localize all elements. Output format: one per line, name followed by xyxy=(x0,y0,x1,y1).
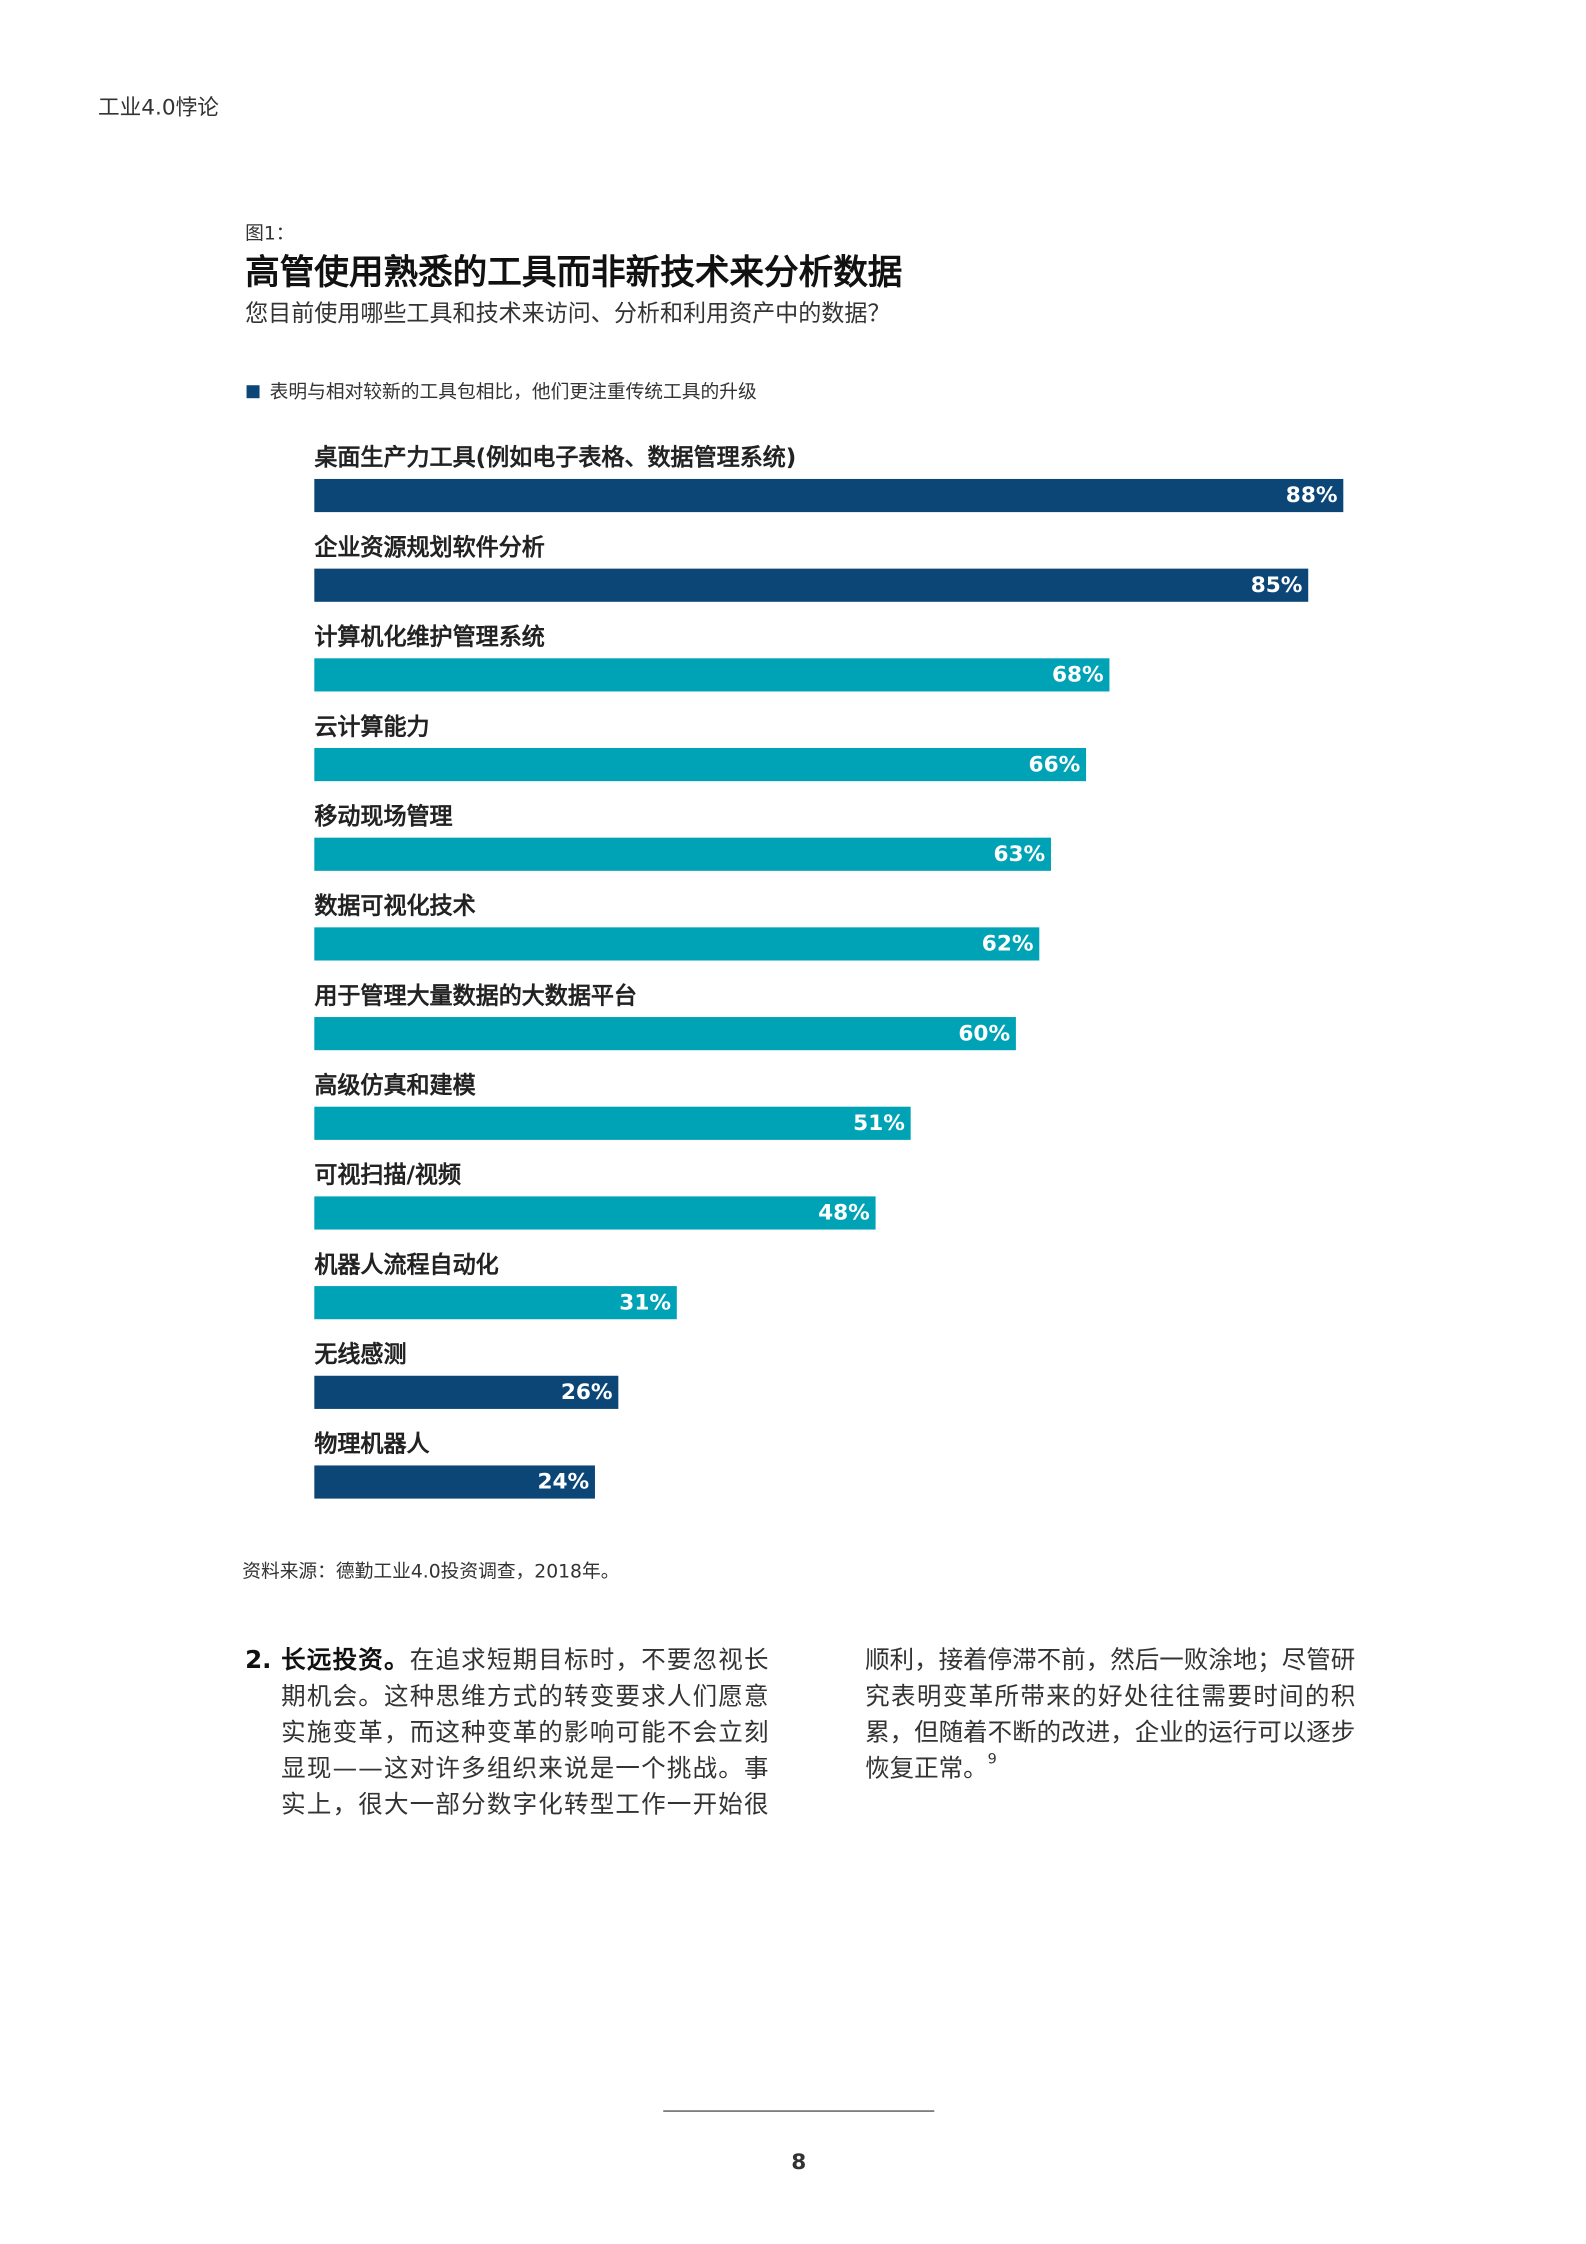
bar-category-label: 云计算能力 xyxy=(314,713,429,740)
bar-category-label: 移动现场管理 xyxy=(314,803,452,830)
text-run: 恢复正常。 xyxy=(865,1753,988,1782)
page-number: 8 xyxy=(791,2150,806,2175)
paragraph-line: 长远投资。在追求短期目标时，不要忽视长 xyxy=(281,1645,768,1674)
bar-value-label: 68% xyxy=(1052,663,1104,688)
source: 资料来源：德勤工业4.0投资调查，2018年。 xyxy=(242,1561,619,1582)
bar-category-label: 桌面生产力工具(例如电子表格、数据管理系统) xyxy=(314,444,796,471)
bar-value-label: 66% xyxy=(1029,752,1081,777)
bar xyxy=(314,1017,1016,1051)
footnote-ref: 9 xyxy=(988,1751,997,1767)
text-run: 在追求短期目标时，不要忽视长 xyxy=(410,1645,769,1674)
paragraph-line: 恢复正常。9 xyxy=(865,1751,997,1782)
bar-chart: 桌面生产力工具(例如电子表格、数据管理系统) 88% 企业资源规划软件分析 85% 计算… xyxy=(313,444,1344,1499)
bar xyxy=(314,658,1110,692)
bar xyxy=(314,927,1040,961)
bar-category-label: 用于管理大量数据的大数据平台 xyxy=(314,982,637,1009)
bar-category-label: 物理机器人 xyxy=(314,1431,430,1458)
chart-title: 高管使用熟悉的工具而非新技术来分析数据 xyxy=(245,253,902,293)
bar-value-label: 63% xyxy=(993,842,1045,867)
bar-value-label: 85% xyxy=(1251,573,1303,598)
legend-swatch xyxy=(246,385,260,399)
bar xyxy=(314,568,1309,602)
bar-category-label: 可视扫描/视频 xyxy=(314,1162,461,1189)
paragraph-line: 显现——这对许多组织来说是一个挑战。事 xyxy=(281,1753,768,1782)
paragraph-line: 实上，很大一部分数字化转型工作一开始很 xyxy=(281,1789,768,1818)
bar-value-label: 31% xyxy=(619,1290,671,1315)
bar xyxy=(314,1286,677,1320)
bar xyxy=(314,747,1087,782)
bar-value-label: 60% xyxy=(958,1021,1010,1046)
bar-category-label: 无线感测 xyxy=(314,1341,406,1368)
figure-label: 图1： xyxy=(245,223,294,244)
bar xyxy=(314,1375,619,1409)
paragraph-line: 究表明变革所带来的好处往往需要时间的积 xyxy=(865,1681,1355,1710)
bar xyxy=(314,1196,876,1230)
bar-category-label: 高级仿真和建模 xyxy=(314,1072,476,1099)
paragraph-line: 累，但随着不断的改进，企业的运行可以逐步 xyxy=(865,1717,1355,1746)
bar-value-label: 51% xyxy=(853,1111,905,1136)
bar-value-label: 24% xyxy=(537,1470,589,1495)
list-number: 2. xyxy=(245,1645,271,1674)
chart-subtitle: 您目前使用哪些工具和技术来访问、分析和利用资产中的数据？ xyxy=(245,301,890,327)
bar-value-label: 62% xyxy=(982,932,1034,957)
bar xyxy=(314,1465,595,1499)
bar-category-label: 计算机化维护管理系统 xyxy=(314,624,544,651)
bar xyxy=(314,1106,911,1140)
bar xyxy=(314,837,1051,871)
legend-text: 表明与相对较新的工具包相比，他们更注重传统工具的升级 xyxy=(270,382,757,403)
list-heading: 长远投资。 xyxy=(281,1645,408,1674)
bar-value-label: 88% xyxy=(1286,483,1338,508)
paragraph-line: 期机会。这种思维方式的转变要求人们愿意 xyxy=(281,1681,768,1710)
paragraph-line: 顺利，接着停滞不前，然后一败涂地；尽管研 xyxy=(865,1645,1355,1674)
bar-category-label: 机器人流程自动化 xyxy=(314,1251,498,1278)
paragraph-line: 实施变革，而这种变革的影响可能不会立刻 xyxy=(281,1717,768,1746)
bar-category-label: 企业资源规划软件分析 xyxy=(313,534,544,561)
bar-value-label: 26% xyxy=(561,1380,613,1405)
bar-value-label: 48% xyxy=(818,1201,870,1226)
bar-category-label: 数据可视化技术 xyxy=(314,893,475,920)
header-title: 工业4.0悖论 xyxy=(98,95,219,120)
bar xyxy=(314,478,1344,513)
